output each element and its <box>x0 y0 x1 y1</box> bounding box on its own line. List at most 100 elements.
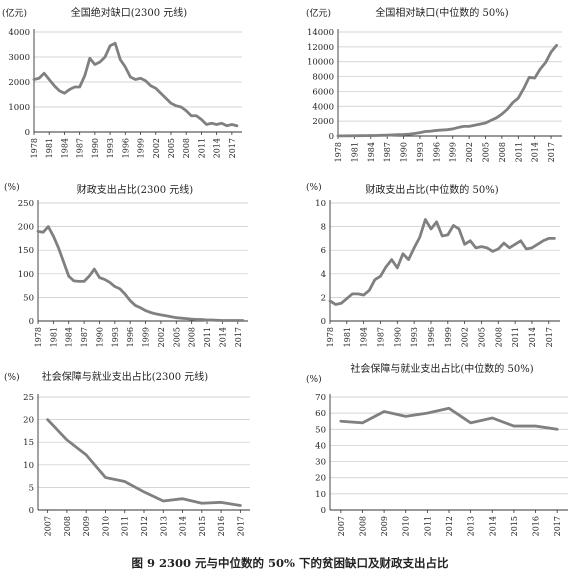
panel-national-absolute-gap: 全国绝对缺口(2300 元线) (亿元) 0 1000 2000 3000 4000 1978… <box>2 6 242 158</box>
y-tick-label: 10 <box>315 490 326 500</box>
series-line <box>36 225 245 322</box>
x-tick-label: 1978 <box>34 327 43 347</box>
y-tick-label: 200 <box>18 223 34 233</box>
x-tick-label: 1999 <box>449 142 458 162</box>
panel-title: 社会保障与就业支出占比(中位数的 50%) <box>350 362 533 375</box>
series-line <box>32 41 239 128</box>
x-tick-label: 2011 <box>423 516 432 536</box>
x-tick-label: 1996 <box>432 142 441 162</box>
x-tick-label: 1987 <box>80 327 89 347</box>
y-tick-label: 8 <box>321 223 326 233</box>
panel-fiscal-share-median: 财政支出占比(中位数的 50%) (%) 0 2 4 6 8 10 1978 1981 1984 19… <box>306 182 560 347</box>
x-tick-label: 1978 <box>326 327 335 347</box>
x-tick-label: 2014 <box>213 138 222 158</box>
x-tick-label: 2005 <box>172 327 181 347</box>
x-tick-label: 1984 <box>360 327 369 347</box>
y-tick-label: 5 <box>29 483 34 493</box>
panel-social-security-share-2300: 社会保障与就业支出占比(2300 元线) (%) 0 5 10 15 20 25 2007 200… <box>4 370 250 536</box>
x-tick-label: 2008 <box>494 327 503 347</box>
x-tick-label: 1993 <box>106 138 115 158</box>
x-tick-label: 1981 <box>45 138 54 158</box>
x-tick-label: 2017 <box>234 327 243 347</box>
series-line <box>328 218 556 306</box>
x-tick-label: 2002 <box>461 327 470 347</box>
x-tick-label: 1990 <box>400 142 409 162</box>
x-tick-label: 2011 <box>197 138 206 158</box>
y-tick-label: 8000 <box>312 73 334 83</box>
x-tick-label: 2002 <box>152 138 161 158</box>
y-tick-label: 100 <box>18 270 34 280</box>
y-tick-label: 1000 <box>8 103 30 113</box>
x-tick-label: 1984 <box>60 138 69 158</box>
x-tick-label: 1999 <box>137 138 146 158</box>
x-tick-label: 2017 <box>228 138 237 158</box>
y-tick-label: 3000 <box>8 53 30 63</box>
x-tick-label: 1984 <box>65 327 74 347</box>
x-tick-label: 2008 <box>498 142 507 162</box>
x-tick-label: 2013 <box>467 516 476 536</box>
y-tick-label: 15 <box>23 438 34 448</box>
x-tick-label: 2008 <box>358 516 367 536</box>
y-tick-label: 2000 <box>8 78 30 88</box>
x-tick-label: 2017 <box>547 142 556 162</box>
y-tick-label: 14000 <box>307 28 334 38</box>
x-tick-label: 1993 <box>416 142 425 162</box>
x-tick-label: 1984 <box>367 142 376 162</box>
x-tick-label: 2008 <box>182 138 191 158</box>
y-tick-label: 0 <box>321 317 326 327</box>
x-tick-label: 1981 <box>343 327 352 347</box>
y-tick-label: 150 <box>18 246 34 256</box>
x-tick-label: 2017 <box>236 516 245 536</box>
y-unit-label: (%) <box>4 372 20 383</box>
x-tick-label: 2007 <box>44 516 53 536</box>
y-tick-label: 4000 <box>8 28 30 38</box>
y-unit-label: (%) <box>306 374 322 385</box>
y-tick-label: 6 <box>321 246 326 256</box>
y-tick-label: 0 <box>321 506 326 516</box>
y-tick-label: 10000 <box>307 58 334 68</box>
x-tick-label: 1993 <box>111 327 120 347</box>
y-tick-label: 20 <box>315 474 326 484</box>
y-unit-label: (%) <box>306 182 322 193</box>
series-line <box>336 43 558 138</box>
y-tick-label: 50 <box>23 293 34 303</box>
panel-social-security-share-median: 社会保障与就业支出占比(中位数的 50%) (%) 0 10 20 30 40 50 60 70 2… <box>306 362 568 536</box>
x-tick-label: 1996 <box>121 138 130 158</box>
x-tick-label: 2012 <box>445 516 454 536</box>
y-unit-label: (亿元) <box>2 7 27 19</box>
x-tick-label: 2009 <box>82 516 91 536</box>
x-tick-label: 2014 <box>218 327 227 347</box>
x-tick-label: 2005 <box>167 138 176 158</box>
x-tick-label: 1978 <box>30 138 39 158</box>
x-tick-label: 2008 <box>63 516 72 536</box>
x-tick-label: 2009 <box>380 516 389 536</box>
x-tick-label: 2017 <box>553 516 562 536</box>
y-tick-label: 0 <box>29 317 34 327</box>
x-tick-label: 2008 <box>188 327 197 347</box>
x-tick-label: 2016 <box>532 516 541 536</box>
y-tick-label: 6000 <box>312 87 334 97</box>
x-tick-label: 2014 <box>179 516 188 536</box>
series-line <box>46 418 242 507</box>
y-tick-label: 20 <box>23 416 34 426</box>
y-tick-label: 0 <box>329 132 334 142</box>
panel-title: 全国绝对缺口(2300 元线) <box>71 6 188 19</box>
y-tick-label: 0 <box>29 506 34 516</box>
x-tick-label: 2011 <box>121 516 130 536</box>
x-tick-label: 1993 <box>410 327 419 347</box>
figure-caption: 图 9 2300 元与中位数的 50% 下的贫困缺口及财政支出占比 <box>132 556 449 570</box>
x-tick-label: 2013 <box>159 516 168 536</box>
y-tick-label: 10 <box>23 461 34 471</box>
x-tick-label: 1978 <box>334 142 343 162</box>
x-tick-label: 2014 <box>531 142 540 162</box>
x-tick-label: 2014 <box>488 516 497 536</box>
panel-title: 全国相对缺口(中位数的 50%) <box>375 6 508 19</box>
series-line <box>339 406 559 431</box>
x-tick-label: 1987 <box>76 138 85 158</box>
x-tick-label: 2010 <box>101 516 110 536</box>
y-tick-label: 12000 <box>307 43 334 53</box>
x-tick-label: 1990 <box>393 327 402 347</box>
x-tick-label: 2015 <box>510 516 519 536</box>
x-tick-label: 1981 <box>350 142 359 162</box>
x-tick-label: 1990 <box>91 138 100 158</box>
